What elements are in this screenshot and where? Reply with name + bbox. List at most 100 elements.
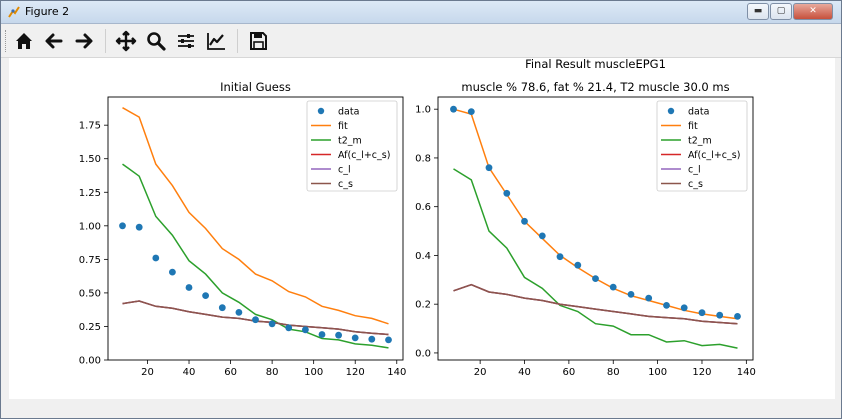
data-point (285, 324, 293, 332)
legend: data fit t2_m Af(c_l+c_s) c_l c_s (306, 100, 398, 192)
x-tick-label: 40 (518, 367, 531, 378)
data-point (450, 105, 457, 113)
arrow-right-icon (75, 33, 93, 49)
pan-button[interactable] (113, 28, 139, 54)
axes-button[interactable] (203, 28, 229, 54)
x-tick-label: 20 (474, 367, 487, 378)
move-icon (115, 30, 137, 52)
x-tick-label: 20 (141, 367, 154, 378)
y-tick-label: 0.25 (79, 322, 101, 333)
close-icon: ✕ (809, 6, 817, 16)
arrow-left-icon (45, 33, 63, 49)
legend-label: fit (338, 121, 348, 132)
home-button[interactable] (11, 28, 37, 54)
chart-1: Initial Guess 20 40 60 80 100 120 140 0.00 0.25 0.… (79, 80, 407, 378)
data-point (302, 326, 309, 334)
x-tick-label: 80 (266, 367, 279, 378)
x-tick-label: 140 (387, 367, 406, 378)
y-tick-label: 0.75 (79, 255, 101, 266)
data-point (538, 232, 546, 240)
data-point (202, 292, 210, 299)
status-bar (1, 401, 841, 418)
data-point (467, 108, 475, 115)
y-tick-label: 0.2 (415, 300, 431, 311)
series-line-c-s (453, 283, 738, 325)
maximize-icon: ▢ (776, 6, 786, 16)
subplots-button[interactable] (173, 28, 199, 54)
legend-marker (667, 107, 675, 115)
y-tick-label: 1.00 (79, 221, 101, 232)
sliders-icon (178, 34, 194, 48)
minimize-icon: ▬ (753, 6, 763, 16)
toolbar-separator (237, 29, 238, 53)
data-point (185, 284, 193, 291)
back-button[interactable] (41, 28, 67, 54)
axes-frame (107, 96, 404, 361)
x-tick-label: 60 (563, 367, 576, 378)
chart-title: Initial Guess (220, 80, 291, 94)
minimize-button[interactable]: ▬ (747, 3, 769, 20)
data-point (734, 313, 741, 320)
data-point (680, 304, 688, 312)
data-point (169, 268, 176, 276)
legend: data fit t2_m Af(c_l+c_s) c_l c_s (656, 100, 748, 192)
legend-label: Af(c_l+c_s) (338, 150, 390, 161)
toolbar-separator (105, 29, 106, 53)
zoom-button[interactable] (143, 28, 169, 54)
data-point (335, 331, 342, 339)
chart-2: Final Result muscleEPG1 muscle % 78.6, fa… (415, 57, 756, 378)
data-point (235, 309, 243, 316)
axes-frame (437, 96, 754, 361)
home-icon (16, 33, 32, 49)
y-tick-label: 1.50 (79, 154, 101, 165)
y-tick-label: 1.0 (415, 105, 431, 116)
data-point (503, 189, 511, 197)
y-tick-label: 0.6 (415, 202, 431, 213)
y-tick-label: 0.4 (415, 251, 431, 262)
magnifier-icon (147, 32, 166, 51)
data-point (351, 334, 359, 342)
legend-label: Af(c_l+c_s) (688, 150, 740, 161)
floppy-disk-icon (250, 32, 267, 50)
x-tick-label: 120 (346, 367, 365, 378)
data-point (485, 164, 493, 172)
series-line-c-l (453, 283, 738, 325)
legend-label: c_s (338, 179, 353, 190)
forward-button[interactable] (71, 28, 97, 54)
navigation-toolbar (1, 24, 841, 58)
data-point (152, 254, 160, 262)
legend-label: data (688, 107, 709, 118)
figure-canvas[interactable]: Initial Guess 20 40 60 80 100 120 140 0.00 0.25 0.… (9, 57, 835, 399)
x-tick-label: 140 (737, 367, 756, 378)
x-tick-label: 60 (224, 367, 237, 378)
series-line-af-c-l-c-s- (453, 283, 738, 325)
maximize-button[interactable]: ▢ (770, 3, 792, 20)
legend-label: data (338, 107, 359, 118)
data-point (609, 283, 617, 291)
data-point (385, 336, 392, 344)
title-bar: Figure 2 ▬ ▢ ✕ (1, 1, 841, 24)
series-line-fit (122, 107, 389, 325)
data-point (135, 223, 143, 231)
toolbar-grip[interactable] (5, 30, 9, 52)
data-point (716, 311, 724, 319)
data-point (119, 222, 126, 230)
chart-title: Final Result muscleEPG1 (525, 58, 666, 71)
close-button[interactable]: ✕ (793, 3, 833, 20)
legend-label: c_l (338, 165, 351, 176)
y-tick-label: 0.00 (79, 356, 101, 367)
y-tick-label: 1.25 (79, 188, 101, 199)
x-tick-label: 120 (692, 367, 711, 378)
legend-label: t2_m (338, 136, 362, 147)
figure-plot-area: Initial Guess 20 40 60 80 100 120 140 0.00 0.25 0.… (79, 57, 756, 378)
matplotlib-app-icon (8, 6, 20, 18)
data-point (521, 217, 528, 225)
x-tick-label: 80 (607, 367, 620, 378)
data-point (663, 302, 670, 309)
legend-label: fit (688, 121, 698, 132)
x-tick-label: 40 (183, 367, 196, 378)
legend-label: c_s (688, 179, 703, 190)
legend-label: t2_m (688, 136, 712, 147)
save-button[interactable] (245, 28, 271, 54)
